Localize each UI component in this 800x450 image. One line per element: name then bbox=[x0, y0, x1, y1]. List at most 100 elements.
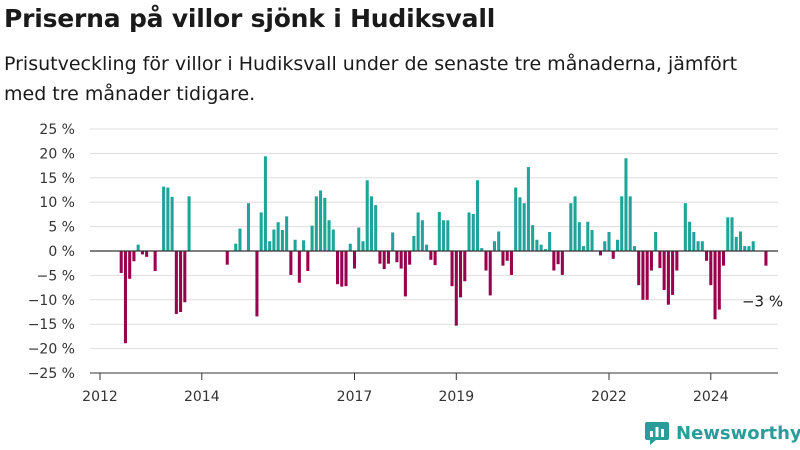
bar bbox=[276, 222, 280, 251]
bar bbox=[582, 246, 586, 251]
bar bbox=[395, 251, 399, 263]
bar bbox=[705, 251, 709, 261]
bar bbox=[607, 231, 611, 251]
bar bbox=[641, 251, 645, 300]
bar bbox=[340, 251, 344, 287]
bar bbox=[717, 251, 721, 310]
bar bbox=[412, 235, 416, 251]
bar bbox=[293, 239, 297, 251]
bar bbox=[162, 186, 166, 251]
bar bbox=[306, 251, 310, 272]
y-tick-label: −25 % bbox=[28, 366, 75, 382]
newsworthy-logo: Newsworthy bbox=[644, 418, 800, 448]
bar bbox=[425, 244, 429, 251]
annotation-label: −3 % bbox=[742, 293, 783, 311]
bar bbox=[319, 190, 323, 251]
bar bbox=[314, 196, 318, 251]
bar bbox=[272, 229, 276, 251]
x-tick-label: 2022 bbox=[591, 389, 627, 405]
bar bbox=[119, 251, 123, 273]
bar bbox=[590, 230, 594, 251]
bar bbox=[408, 251, 412, 265]
bar bbox=[688, 221, 692, 251]
chart-subtitle: Prisutveckling för villor i Hudiksvall u… bbox=[4, 53, 738, 105]
bar bbox=[323, 197, 327, 251]
bar bbox=[297, 251, 301, 283]
bar bbox=[420, 220, 424, 251]
bar bbox=[522, 203, 526, 251]
bar bbox=[700, 241, 704, 251]
bar bbox=[128, 251, 132, 279]
bar bbox=[467, 212, 471, 251]
x-tick-label: 2012 bbox=[82, 389, 118, 405]
bar bbox=[386, 251, 390, 264]
bar bbox=[518, 197, 522, 251]
bar bbox=[484, 251, 488, 271]
bar bbox=[225, 251, 229, 265]
bar bbox=[747, 246, 751, 251]
bar bbox=[543, 249, 547, 251]
bar bbox=[302, 240, 306, 251]
bar bbox=[174, 251, 178, 314]
bar bbox=[255, 251, 259, 317]
bar bbox=[730, 217, 734, 251]
bar bbox=[416, 212, 420, 251]
bar bbox=[658, 251, 662, 269]
bar bbox=[369, 196, 373, 251]
bar bbox=[454, 251, 458, 326]
bar bbox=[611, 251, 615, 259]
bar bbox=[620, 196, 624, 251]
bar bbox=[361, 241, 365, 251]
bar bbox=[709, 251, 713, 286]
bar bbox=[348, 243, 352, 251]
bar bbox=[726, 217, 730, 251]
bar bbox=[632, 246, 636, 251]
bar bbox=[560, 251, 564, 275]
bar bbox=[535, 239, 539, 251]
bar bbox=[671, 251, 675, 295]
bar bbox=[238, 228, 242, 251]
bar bbox=[721, 251, 726, 266]
bar bbox=[310, 225, 314, 251]
bar bbox=[429, 251, 433, 260]
bar bbox=[675, 251, 679, 271]
bar bbox=[492, 241, 497, 251]
bar bbox=[713, 251, 717, 320]
bar bbox=[654, 231, 658, 251]
bar bbox=[662, 251, 666, 291]
bar bbox=[463, 251, 467, 282]
bar bbox=[285, 216, 289, 251]
bar bbox=[289, 251, 293, 275]
bar bbox=[166, 187, 170, 251]
bar bbox=[734, 236, 738, 251]
chart-title: Priserna på villor sjönk i Hudiksvall bbox=[4, 4, 496, 33]
bar bbox=[552, 251, 556, 271]
bar bbox=[624, 158, 628, 251]
x-tick-label: 2019 bbox=[438, 389, 474, 405]
bar bbox=[132, 251, 136, 262]
bar bbox=[268, 241, 272, 251]
bar bbox=[442, 220, 446, 251]
bar bbox=[509, 251, 513, 275]
bar bbox=[357, 227, 361, 251]
bar bbox=[259, 212, 263, 251]
bar bbox=[365, 180, 369, 251]
bar bbox=[598, 251, 603, 256]
bar bbox=[123, 251, 127, 344]
bar bbox=[187, 196, 191, 251]
bar bbox=[505, 251, 509, 261]
annotations: −3 % bbox=[742, 293, 783, 311]
bar bbox=[539, 244, 543, 251]
bar bbox=[234, 243, 238, 251]
bar bbox=[475, 180, 480, 251]
bar bbox=[764, 251, 768, 266]
bar bbox=[603, 241, 607, 251]
y-tick-label: 5 % bbox=[48, 220, 75, 236]
bar bbox=[331, 229, 335, 251]
bar bbox=[683, 203, 687, 251]
bar bbox=[751, 241, 755, 251]
y-tick-label: 25 % bbox=[39, 122, 75, 138]
bar bbox=[170, 196, 174, 251]
bar bbox=[327, 220, 331, 251]
